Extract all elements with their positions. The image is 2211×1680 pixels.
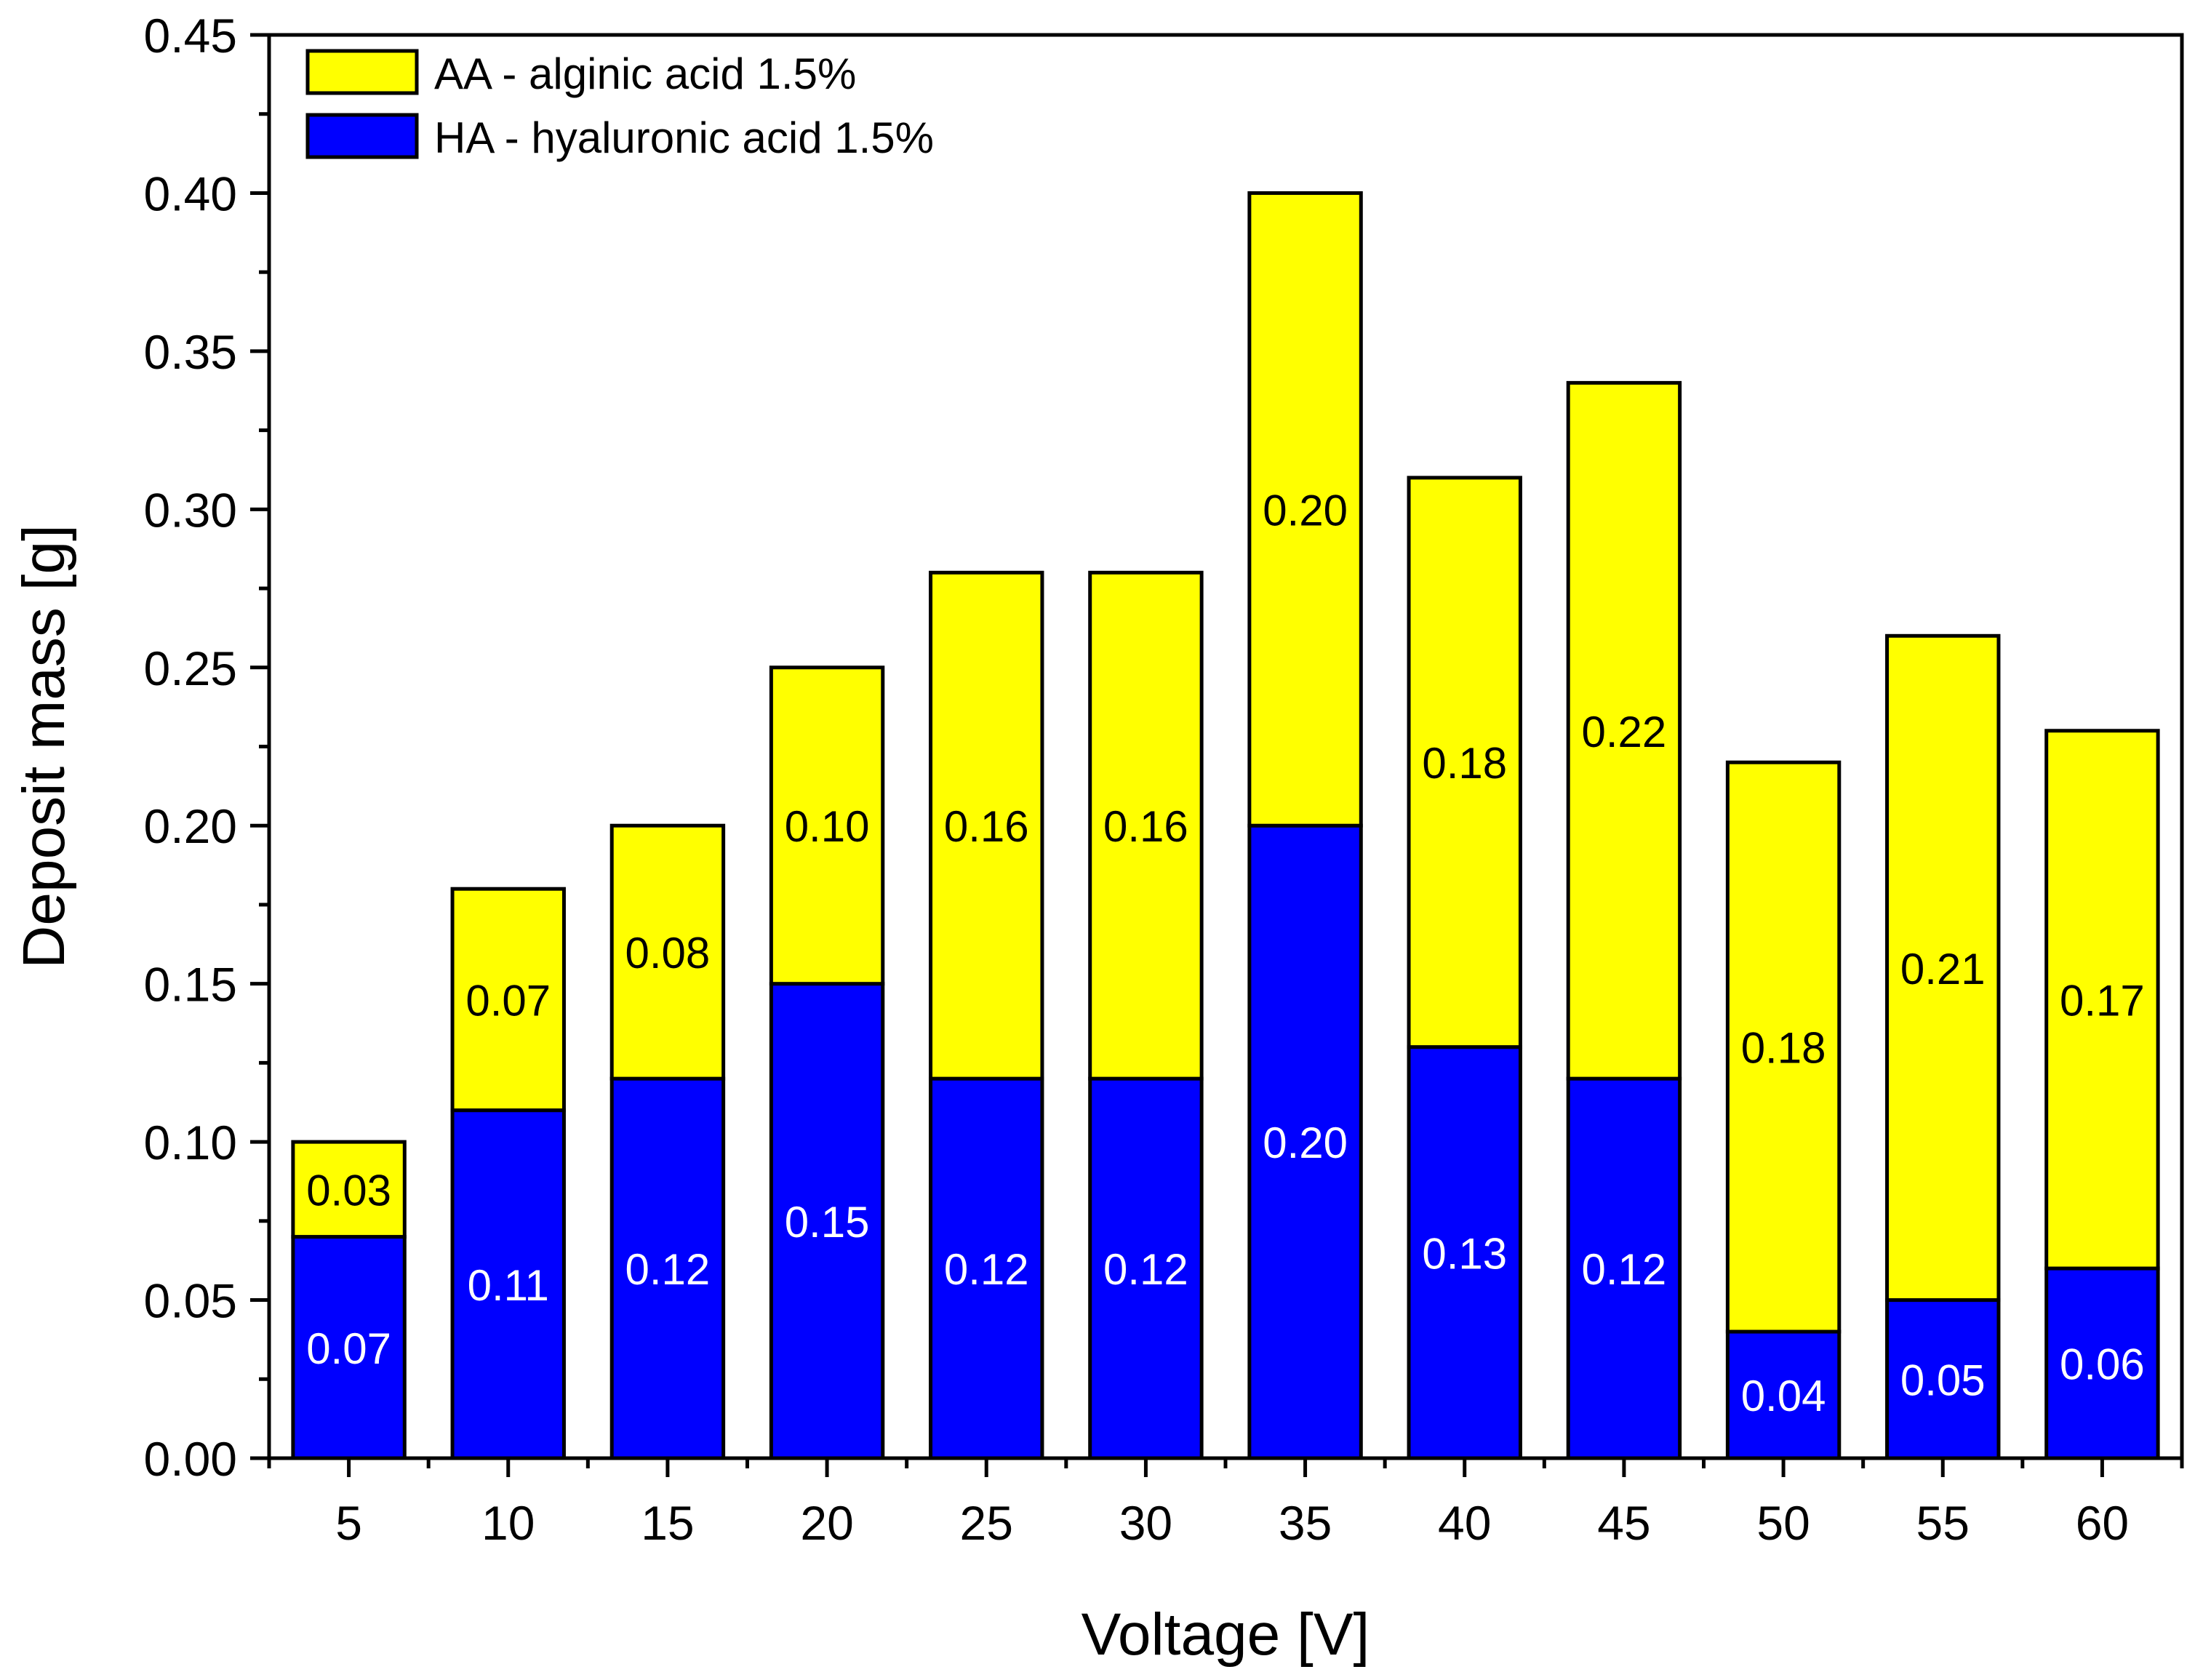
bar-ha-5 — [291, 1235, 407, 1460]
bar-label-ha-40: 0.13 — [1422, 1229, 1507, 1278]
legend-swatch-aa — [305, 49, 419, 95]
bar-aa-10 — [450, 887, 566, 1113]
bar-aa-25 — [929, 570, 1044, 1081]
y-tick-label: 0.25 — [144, 641, 237, 695]
bar-aa-15 — [609, 823, 726, 1081]
bar-aa-20 — [769, 665, 885, 986]
bar-label-aa-50: 0.18 — [1741, 1024, 1826, 1073]
y-tick-label: 0.40 — [144, 167, 237, 220]
bar-label-aa-60: 0.17 — [2060, 976, 2145, 1025]
bar-label-ha-60: 0.06 — [2060, 1340, 2145, 1389]
bar-label-aa-5: 0.03 — [306, 1166, 391, 1215]
x-tick-label: 45 — [1597, 1496, 1650, 1550]
bar-aa-30 — [1088, 570, 1204, 1081]
bar-label-ha-30: 0.12 — [1103, 1245, 1188, 1294]
bars-layer — [291, 191, 2160, 1460]
y-tick-label: 0.35 — [144, 325, 237, 379]
bar-label-aa-40: 0.18 — [1422, 739, 1507, 788]
x-tick-label: 30 — [1119, 1496, 1172, 1550]
bar-label-aa-25: 0.16 — [944, 802, 1029, 851]
y-tick-label: 0.20 — [144, 799, 237, 853]
bar-label-ha-20: 0.15 — [785, 1198, 870, 1247]
bar-label-ha-15: 0.12 — [625, 1245, 711, 1294]
bar-label-aa-30: 0.16 — [1103, 802, 1188, 851]
y-tick-label: 0.10 — [144, 1116, 237, 1169]
x-tick-label: 10 — [481, 1496, 535, 1550]
bar-ha-45 — [1566, 1076, 1682, 1460]
y-tick-label: 0.00 — [144, 1432, 237, 1486]
x-tick-label: 20 — [800, 1496, 853, 1550]
bar-aa-55 — [1885, 633, 2001, 1303]
bar-label-aa-55: 0.21 — [1900, 945, 1986, 993]
bar-aa-35 — [1247, 191, 1363, 828]
bar-label-ha-35: 0.20 — [1263, 1119, 1348, 1167]
x-axis: 5 10 15 20 25 30 35 40 45 50 55 60 — [267, 1458, 2184, 1550]
legend: AA - alginic acid 1.5% HA - hyaluronic ac… — [305, 49, 934, 162]
x-tick-label: 40 — [1438, 1496, 1491, 1550]
y-axis: 0.00 0.05 0.10 0.15 0.20 0.25 0.30 0.35 0.40 0.45 — [144, 9, 269, 1486]
bar-label-aa-45: 0.22 — [1582, 708, 1667, 756]
bar-aa-40 — [1407, 476, 1522, 1049]
bar-label-ha-45: 0.12 — [1582, 1245, 1667, 1294]
bar-label-aa-10: 0.07 — [465, 976, 551, 1025]
bar-label-ha-25: 0.12 — [944, 1245, 1029, 1294]
bar-ha-30 — [1088, 1076, 1204, 1460]
bar-label-ha-50: 0.04 — [1741, 1372, 1826, 1420]
bar-label-ha-55: 0.05 — [1900, 1356, 1986, 1404]
bar-aa-60 — [2044, 729, 2160, 1271]
x-tick-label: 35 — [1279, 1496, 1332, 1550]
legend-label-aa: AA - alginic acid 1.5% — [434, 49, 856, 98]
x-tick-label: 15 — [641, 1496, 694, 1550]
bar-aa-45 — [1566, 380, 1682, 1081]
bar-label-ha-5: 0.07 — [306, 1324, 391, 1373]
bar-ha-60 — [2044, 1266, 2160, 1460]
x-tick-label: 60 — [2076, 1496, 2129, 1550]
legend-label-ha: HA - hyaluronic acid 1.5% — [434, 113, 934, 162]
legend-swatch-ha — [305, 113, 419, 159]
y-tick-label: 0.15 — [144, 958, 237, 1012]
bar-label-aa-15: 0.08 — [625, 929, 711, 977]
bar-aa-5 — [291, 1140, 407, 1239]
bar-aa-50 — [1725, 760, 1842, 1334]
y-tick-label: 0.45 — [144, 9, 237, 63]
y-tick-label: 0.30 — [144, 483, 237, 537]
bar-label-ha-10: 0.11 — [468, 1261, 549, 1310]
x-tick-label: 50 — [1756, 1496, 1810, 1550]
bar-label-aa-20: 0.10 — [785, 802, 870, 851]
x-tick-label: 25 — [960, 1496, 1013, 1550]
bar-label-aa-35: 0.20 — [1263, 486, 1348, 535]
bar-labels-layer: 0.07 0.03 0.11 0.07 0.12 0.08 0.15 0.10 0.12 0.16… — [306, 486, 2145, 1420]
x-tick-label: 55 — [1916, 1496, 1970, 1550]
x-tick-label: 5 — [335, 1496, 362, 1550]
bar-ha-50 — [1725, 1329, 1842, 1460]
y-axis-title: Deposit mass [g] — [11, 524, 77, 969]
x-axis-title: Voltage [V] — [1081, 1601, 1370, 1668]
y-tick-label: 0.05 — [144, 1274, 237, 1328]
